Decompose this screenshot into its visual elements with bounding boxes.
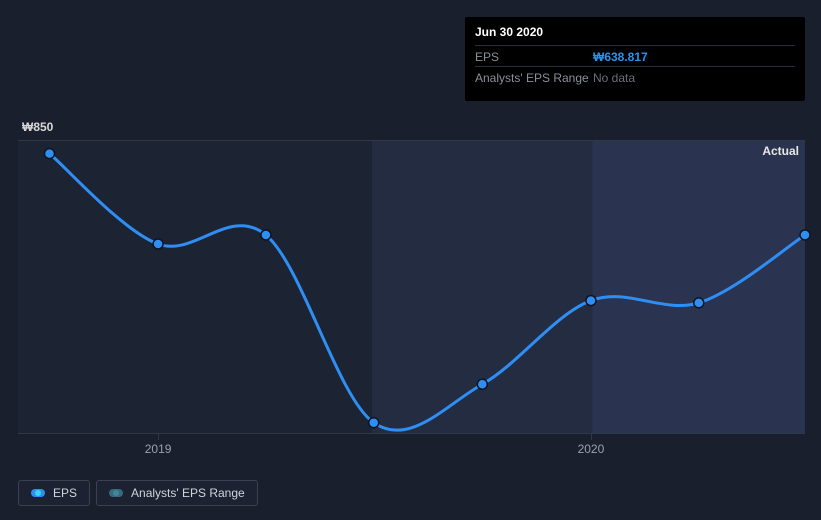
legend-label: Analysts' EPS Range <box>131 486 245 500</box>
eps-line <box>49 154 805 431</box>
tooltip-row-range: Analysts' EPS Range No data <box>475 67 795 87</box>
data-point[interactable] <box>477 379 487 389</box>
legend: EPS Analysts' EPS Range <box>18 480 258 506</box>
x-tick <box>591 434 592 440</box>
chart-container: Jun 30 2020 EPS ₩638.817 Analysts' EPS R… <box>0 0 821 520</box>
tooltip-row-eps: EPS ₩638.817 <box>475 46 795 67</box>
tooltip-value: No data <box>593 71 635 85</box>
x-tick <box>158 434 159 440</box>
data-point[interactable] <box>369 418 379 428</box>
data-point[interactable] <box>586 296 596 306</box>
legend-item-range[interactable]: Analysts' EPS Range <box>96 480 258 506</box>
y-axis-top-label: ₩850 <box>22 120 53 134</box>
tooltip-label: EPS <box>475 50 593 64</box>
data-point[interactable] <box>800 230 810 240</box>
data-point[interactable] <box>153 239 163 249</box>
tooltip-label: Analysts' EPS Range <box>475 71 593 85</box>
data-point[interactable] <box>694 298 704 308</box>
plot-area[interactable]: Actual <box>18 140 805 434</box>
x-tick-label: 2019 <box>145 442 172 456</box>
data-point[interactable] <box>261 230 271 240</box>
line-chart-svg <box>18 140 805 434</box>
hover-tooltip: Jun 30 2020 EPS ₩638.817 Analysts' EPS R… <box>465 17 805 101</box>
legend-swatch-icon <box>109 489 123 497</box>
x-axis: 2019 2020 <box>18 434 805 458</box>
x-tick-label: 2020 <box>578 442 605 456</box>
legend-swatch-icon <box>31 489 45 497</box>
tooltip-date: Jun 30 2020 <box>475 25 795 46</box>
legend-item-eps[interactable]: EPS <box>18 480 90 506</box>
legend-label: EPS <box>53 486 77 500</box>
tooltip-value: ₩638.817 <box>593 50 648 64</box>
data-point[interactable] <box>44 149 54 159</box>
